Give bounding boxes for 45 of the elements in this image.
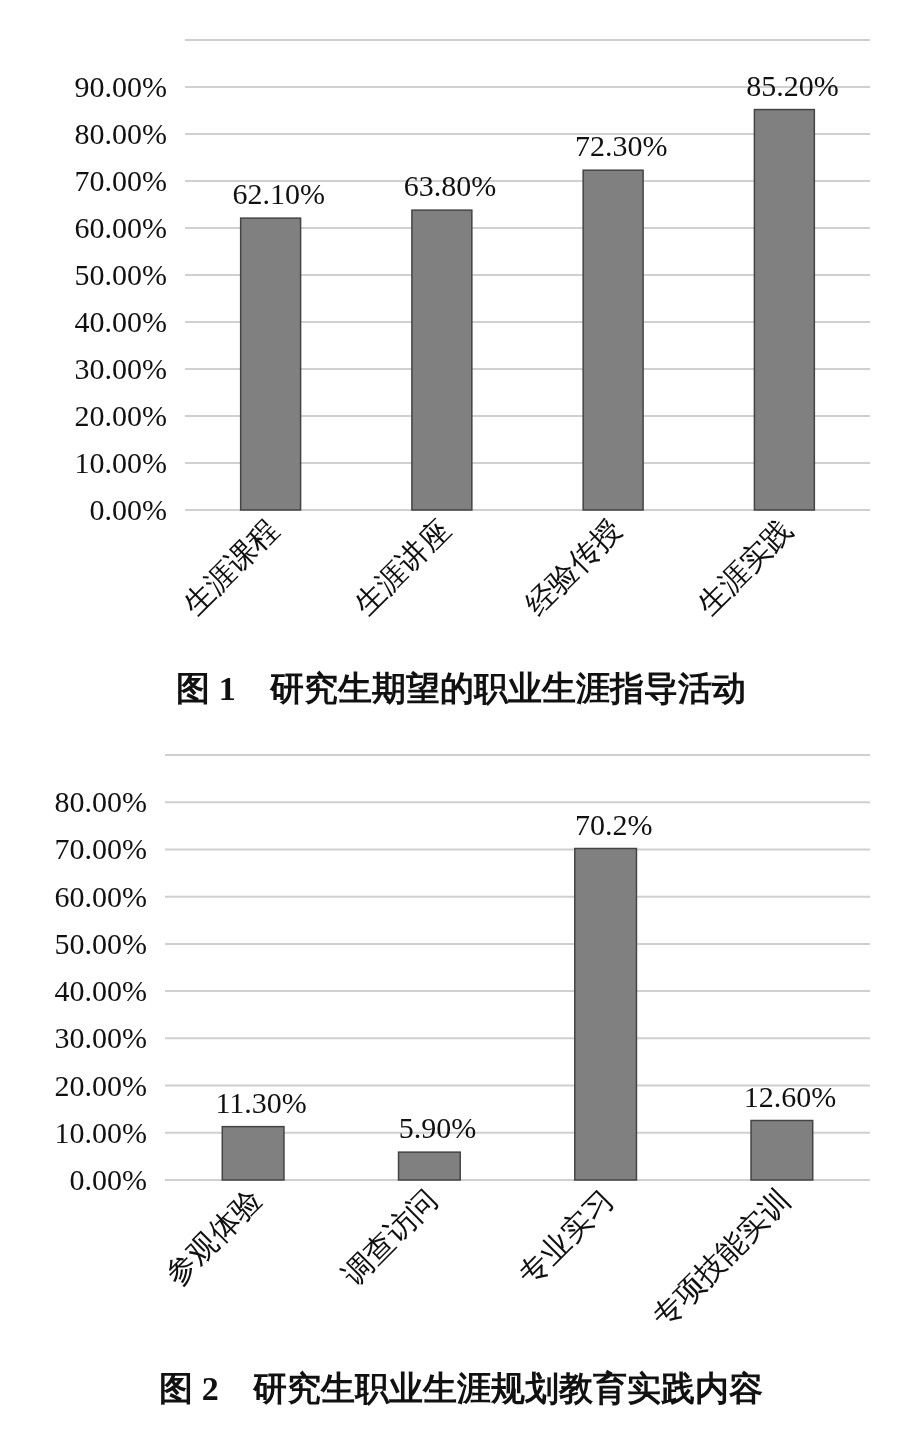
y-tick-label: 0.00% [69, 1163, 147, 1196]
y-tick-label: 10.00% [54, 1115, 147, 1149]
y-tick-label: 70.00% [54, 832, 147, 866]
x-tick-label: 经验传授 [519, 512, 628, 622]
data-label: 12.60% [743, 1079, 837, 1113]
bar [239, 217, 302, 511]
bar [397, 1151, 461, 1181]
x-tick-label: 专项技能实训 [645, 1182, 797, 1334]
y-tick-label: 20.00% [54, 1068, 147, 1102]
bar [582, 169, 644, 511]
y-tick-label: 50.00% [74, 258, 167, 291]
x-tick-label: 生涯讲座 [347, 512, 457, 622]
y-tick-label: 0.00% [89, 493, 167, 526]
y-tick-label: 70.00% [74, 164, 167, 197]
data-label: 62.10% [232, 177, 325, 211]
y-tick-label: 10.00% [74, 446, 167, 479]
y-tick-label: 80.00% [74, 117, 167, 150]
text: 图 2 研究生职业生涯规划教育实践内容 [159, 1369, 763, 1407]
y-tick-label: 80.00% [54, 785, 147, 819]
y-tick-label: 40.00% [74, 305, 167, 338]
y-tick-label: 60.00% [74, 211, 167, 244]
data-label: 11.30% [215, 1085, 307, 1119]
x-tick-label: 生涯课程 [176, 512, 285, 622]
x-tick-label: 调查访问 [335, 1182, 444, 1292]
bar [750, 1119, 814, 1181]
y-tick-label: 90.00% [74, 70, 167, 103]
y-tick-label: 20.00% [74, 399, 167, 432]
y-tick-label: 50.00% [54, 926, 147, 960]
data-label: 85.20% [746, 68, 839, 102]
data-label: 70.2% [574, 807, 653, 841]
text: 图 1 研究生期望的职业生涯指导活动 [176, 670, 746, 707]
x-tick-label: 专业实习 [511, 1182, 620, 1292]
x-tick-label: 生涯实践 [690, 512, 799, 622]
bar [411, 209, 473, 511]
y-tick-label: 30.00% [74, 352, 167, 385]
data-label: 72.30% [574, 129, 668, 163]
data-label: 63.80% [403, 169, 497, 203]
bar [574, 847, 638, 1181]
y-tick-label: 60.00% [54, 879, 147, 913]
x-tick-label: 参观体验 [159, 1182, 268, 1292]
data-label: 5.90% [398, 1111, 477, 1145]
y-tick-label: 30.00% [54, 1021, 147, 1055]
y-tick-label: 40.00% [54, 974, 147, 1008]
bar [753, 108, 816, 511]
bar [221, 1125, 285, 1181]
